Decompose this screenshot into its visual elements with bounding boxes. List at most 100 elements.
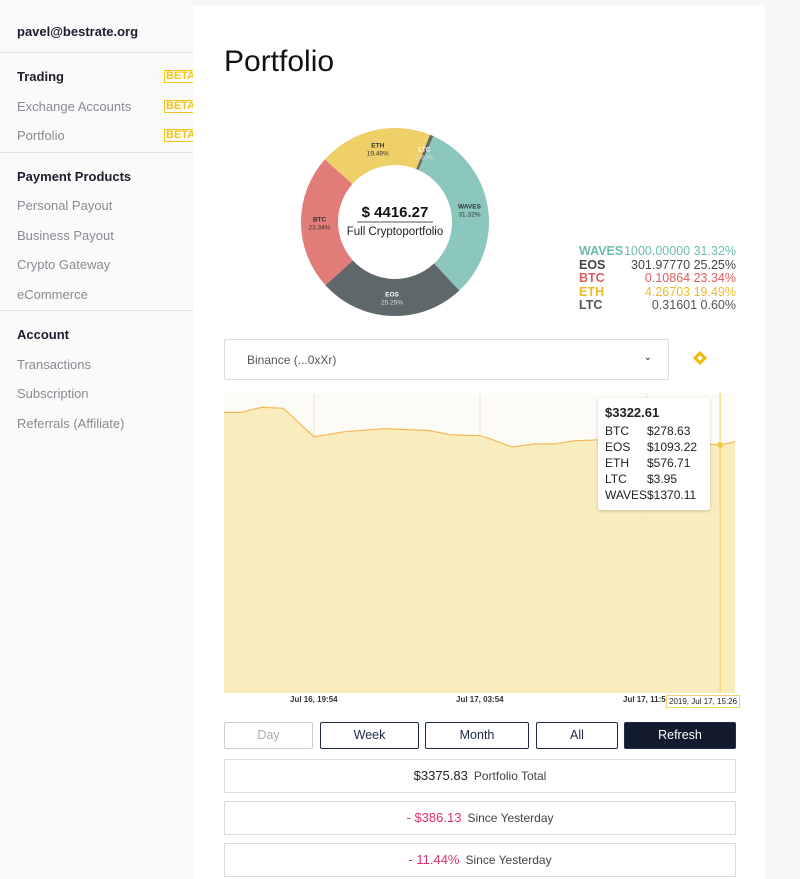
slice-percent: 25.25%	[381, 299, 403, 306]
divider	[0, 310, 193, 311]
range-week-button[interactable]: Week	[320, 722, 419, 749]
range-month-button[interactable]: Month	[425, 722, 529, 749]
tooltip-value: $1093.22	[647, 440, 698, 454]
sidebar-item[interactable]: Portfolio	[17, 128, 65, 143]
legend-amount: 4.26703	[644, 284, 691, 299]
beta-badge: BETA	[164, 129, 197, 142]
refresh-button[interactable]: Refresh	[624, 722, 736, 749]
sidebar: pavel@bestrate.org Trading BETA Exchange A…	[0, 0, 197, 879]
legend-row: BTC 0.10864 23.34%	[579, 271, 736, 286]
stat-value: $3375.83	[413, 768, 468, 783]
divider	[0, 52, 193, 53]
binance-icon[interactable]	[692, 350, 708, 366]
tooltip-coin: EOS	[605, 440, 631, 454]
beta-badge: BETA	[164, 99, 197, 113]
tooltip-row: ETH $576.71	[605, 455, 703, 471]
legend-percent: 19.49%	[693, 284, 736, 299]
tooltip-coin: BTC	[605, 424, 629, 438]
legend-amount: 301.97770	[631, 257, 691, 272]
tooltip-coin: ETH	[605, 456, 629, 470]
stat-box: - 11.44% Since Yesterday	[224, 843, 736, 877]
sidebar-item[interactable]: Referrals (Affiliate)	[17, 415, 125, 431]
sidebar-section-title: Payment Products	[17, 168, 132, 184]
exchange-select[interactable]: Binance (...0xXr) ⌄	[224, 339, 669, 380]
sidebar-section-title: Account	[17, 327, 69, 342]
slice-name: ETH	[371, 142, 384, 149]
legend-amount: 0.31601	[651, 298, 698, 312]
slice-name: WAVES	[458, 203, 482, 210]
x-hover-label: 2019, Jul 17, 15:26	[666, 695, 741, 708]
chevron-down-icon: ⌄	[643, 352, 652, 363]
tooltip-row: BTC $278.63	[605, 423, 703, 439]
slice-percent: 0.60%	[415, 154, 434, 161]
tooltip-row: WAVES $1370.11	[605, 487, 703, 503]
holdings-legend: WAVES 1000.00000 31.32% EOS 301.97770 25.25…	[579, 244, 736, 313]
legend-percent: 31.32%	[693, 244, 736, 258]
sidebar-item[interactable]: Transactions	[17, 356, 91, 372]
donut-slice-btc[interactable]	[301, 159, 353, 286]
tooltip-total: $3322.61	[605, 405, 660, 420]
x-tick: Jul 17, 11:5	[623, 695, 666, 704]
legend-row: EOS 301.97770 25.25%	[579, 257, 736, 273]
donut-total: $ 4416.27	[362, 204, 429, 221]
range-day-button[interactable]: Day	[224, 722, 313, 749]
stat-value: - 11.44%	[408, 852, 460, 867]
x-tick: Jul 17, 03:54	[456, 695, 504, 704]
legend-row: ETH 4.26703 19.49%	[579, 284, 736, 300]
slice-name: LTC	[418, 146, 430, 153]
beta-badge: BETA	[164, 70, 197, 83]
chart-tooltip: $3322.61 BTC $278.63 EOS $1093.22 ETH $576.71…	[598, 398, 710, 510]
legend-amount: 1000.00000	[624, 244, 691, 258]
legend-coin: BTC	[579, 271, 605, 285]
sidebar-section-title: Trading	[17, 69, 64, 84]
legend-values: 1000.00000 31.32%	[624, 244, 736, 259]
donut-slice-eos[interactable]	[325, 260, 460, 316]
stat-box: - $386.13 Since Yesterday	[224, 801, 736, 835]
slice-percent: 19.49%	[367, 150, 389, 157]
sidebar-item[interactable]: Exchange Accounts	[17, 98, 132, 114]
tooltip-row: EOS $1093.22	[605, 439, 703, 455]
sidebar-item[interactable]: Crypto Gateway	[17, 257, 111, 272]
tooltip-coin: LTC	[605, 472, 627, 486]
sidebar-item[interactable]: Subscription	[17, 386, 89, 401]
slice-percent: 23.34%	[308, 224, 330, 231]
tooltip-row: LTC $3.95	[605, 471, 703, 487]
legend-coin: EOS	[579, 257, 606, 272]
stat-label: Portfolio Total	[473, 769, 547, 783]
sidebar-item[interactable]: Business Payout	[17, 227, 114, 243]
tooltip-value: $576.71	[647, 456, 691, 470]
legend-values: 301.97770 25.25%	[631, 257, 736, 273]
legend-coin: LTC	[579, 298, 603, 312]
range-all-button[interactable]: All	[536, 722, 618, 749]
tooltip-value: $1370.11	[647, 488, 697, 502]
donut-slice-waves[interactable]	[418, 136, 489, 291]
legend-percent: 0.60%	[700, 298, 736, 312]
stat-label: Since Yesterday	[465, 853, 552, 867]
donut-slice-eth[interactable]	[324, 128, 431, 185]
sidebar-item[interactable]: Personal Payout	[17, 198, 113, 213]
donut-slice-ltc[interactable]	[416, 134, 434, 170]
donut-subtitle: Full Cryptoportfolio	[347, 226, 444, 238]
legend-percent: 25.25%	[693, 257, 736, 272]
slice-percent: 31.32%	[458, 211, 480, 218]
legend-amount: 0.10864	[644, 271, 691, 285]
legend-values: 0.31601 0.60%	[651, 298, 736, 313]
slice-name: BTC	[313, 216, 327, 223]
hover-point	[717, 441, 724, 448]
legend-values: 4.26703 19.49%	[644, 284, 736, 300]
tooltip-value: $278.63	[647, 424, 691, 438]
legend-coin: ETH	[579, 284, 604, 299]
stat-label: Since Yesterday	[467, 811, 554, 825]
legend-percent: 23.34%	[693, 271, 736, 285]
legend-coin: WAVES	[579, 244, 624, 258]
user-email: pavel@bestrate.org	[17, 24, 139, 39]
legend-row: LTC 0.31601 0.60%	[579, 298, 736, 313]
sidebar-item[interactable]: eCommerce	[17, 286, 88, 302]
legend-row: WAVES 1000.00000 31.32%	[579, 244, 736, 259]
tooltip-coin: WAVES	[605, 488, 648, 502]
stat-value: - $386.13	[406, 810, 462, 825]
slice-name: EOS	[385, 291, 399, 298]
stat-box: $3375.83 Portfolio Total	[224, 759, 736, 793]
page-title: Portfolio	[224, 45, 335, 78]
